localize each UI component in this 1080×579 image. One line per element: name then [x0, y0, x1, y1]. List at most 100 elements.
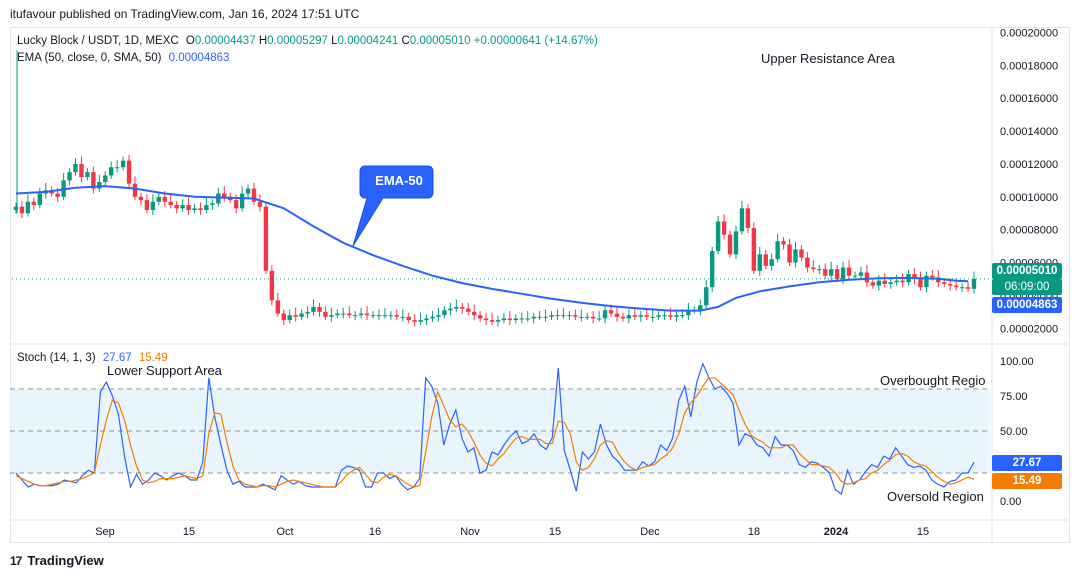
time-tick-label: Nov — [460, 526, 480, 538]
candle-body — [305, 311, 310, 314]
candle-body — [805, 257, 810, 268]
candle-body — [103, 175, 108, 183]
candle-body — [317, 306, 322, 312]
ohlc-close-label: C — [401, 35, 410, 47]
ema-50-line — [15, 185, 969, 312]
ohlc-change: +0.00000641 (+14.67%) — [473, 35, 598, 47]
candle-body — [900, 280, 905, 283]
candle-body — [489, 320, 495, 322]
candle-body — [430, 316, 435, 319]
candle-body — [483, 318, 489, 321]
candle-body — [709, 251, 715, 288]
tradingview-name: TradingView — [27, 553, 104, 568]
candle-body — [662, 315, 667, 317]
candle-body — [91, 172, 96, 189]
price-tick-label: 0.00008000 — [1000, 225, 1058, 237]
candle-body — [811, 267, 816, 270]
candle-body — [358, 313, 364, 316]
candle-body — [674, 315, 679, 317]
candle-body — [745, 208, 751, 229]
candle-body — [150, 201, 156, 210]
candle-body — [561, 315, 566, 317]
candle-body — [668, 315, 673, 317]
candle-body — [109, 167, 114, 176]
candle-body — [132, 183, 138, 197]
candle-body — [965, 287, 971, 289]
stoch-d-value: 15.49 — [138, 352, 168, 364]
time-tick-label: Sep — [95, 526, 115, 538]
ema-legend[interactable]: EMA (50, close, 0, SMA, 50) 0.00004863 — [17, 52, 229, 64]
candle-body — [25, 201, 31, 214]
candle-body — [168, 201, 173, 206]
candle-body — [495, 320, 501, 322]
candle-body — [876, 280, 881, 286]
candle-body — [406, 316, 411, 321]
candle-body — [757, 254, 762, 271]
candle-body — [442, 310, 447, 316]
candle-body — [424, 318, 429, 321]
candle-body — [513, 318, 519, 321]
candle-body — [686, 310, 691, 316]
candle-body — [912, 274, 917, 280]
candle-body — [918, 279, 923, 288]
price-tick-label: 0.00020000 — [1000, 27, 1058, 39]
candle-body — [715, 221, 721, 252]
candle-body — [704, 287, 709, 306]
stoch-pane — [10, 362, 990, 495]
price-pane: EMA-50 — [12, 50, 990, 327]
candle-body — [543, 316, 548, 318]
candle-body — [352, 315, 358, 317]
candle-body — [454, 306, 459, 309]
candle-body — [281, 313, 286, 321]
candle-body — [97, 182, 102, 189]
candle-body — [894, 280, 899, 283]
candle-body — [733, 231, 739, 255]
ema-value: 0.00004863 — [168, 52, 230, 64]
price-tick-label: 0.00012000 — [1000, 159, 1058, 171]
symbol-label[interactable]: Lucky Block / USDT, 1D, MEXC — [17, 35, 179, 47]
candle-body — [953, 285, 959, 288]
candle-body — [73, 163, 78, 173]
candle-body — [602, 310, 608, 319]
candle-body — [852, 275, 858, 277]
candle-body — [210, 203, 215, 206]
stoch-tick-label: 50.00 — [1000, 426, 1028, 438]
candle-body — [418, 320, 423, 322]
candle-body — [370, 315, 376, 317]
candle-body — [436, 315, 441, 317]
candle-body — [834, 269, 840, 280]
candle-body — [388, 315, 394, 317]
stoch-tick-label: 75.00 — [1000, 391, 1028, 403]
stoch-legend[interactable]: Stoch (14, 1, 3) 27.67 15.49 — [17, 352, 168, 364]
candle-body — [466, 308, 471, 312]
candle-body — [460, 306, 465, 309]
time-tick-label: 15 — [183, 526, 195, 538]
stoch-k-value: 27.67 — [102, 352, 132, 364]
candle-body — [751, 228, 757, 271]
tradingview-brand[interactable]: 17 TradingView — [10, 553, 104, 568]
candle-body — [549, 315, 554, 317]
candle-body — [275, 300, 281, 314]
candle-body — [400, 316, 405, 318]
candle-body — [376, 315, 382, 317]
candle-body — [936, 277, 941, 283]
candle-body — [585, 316, 590, 318]
tradingview-logo-icon: 17 — [10, 553, 22, 568]
candle-body — [192, 208, 197, 210]
candle-body — [507, 318, 513, 321]
ohlc-low-label: L — [331, 35, 338, 47]
candle-body — [573, 315, 578, 317]
candle-body — [239, 193, 245, 209]
candle-body — [335, 313, 340, 316]
candle-body — [448, 308, 453, 311]
candle-body — [882, 280, 887, 284]
candle-body — [156, 196, 162, 202]
candle-body — [763, 254, 768, 266]
candle-body — [656, 315, 661, 317]
candle-body — [739, 208, 745, 232]
candle-body — [608, 310, 614, 314]
candle-body — [55, 193, 60, 197]
candle-body — [120, 160, 126, 168]
stoch-d-line — [15, 377, 975, 488]
candle-body — [799, 249, 804, 258]
